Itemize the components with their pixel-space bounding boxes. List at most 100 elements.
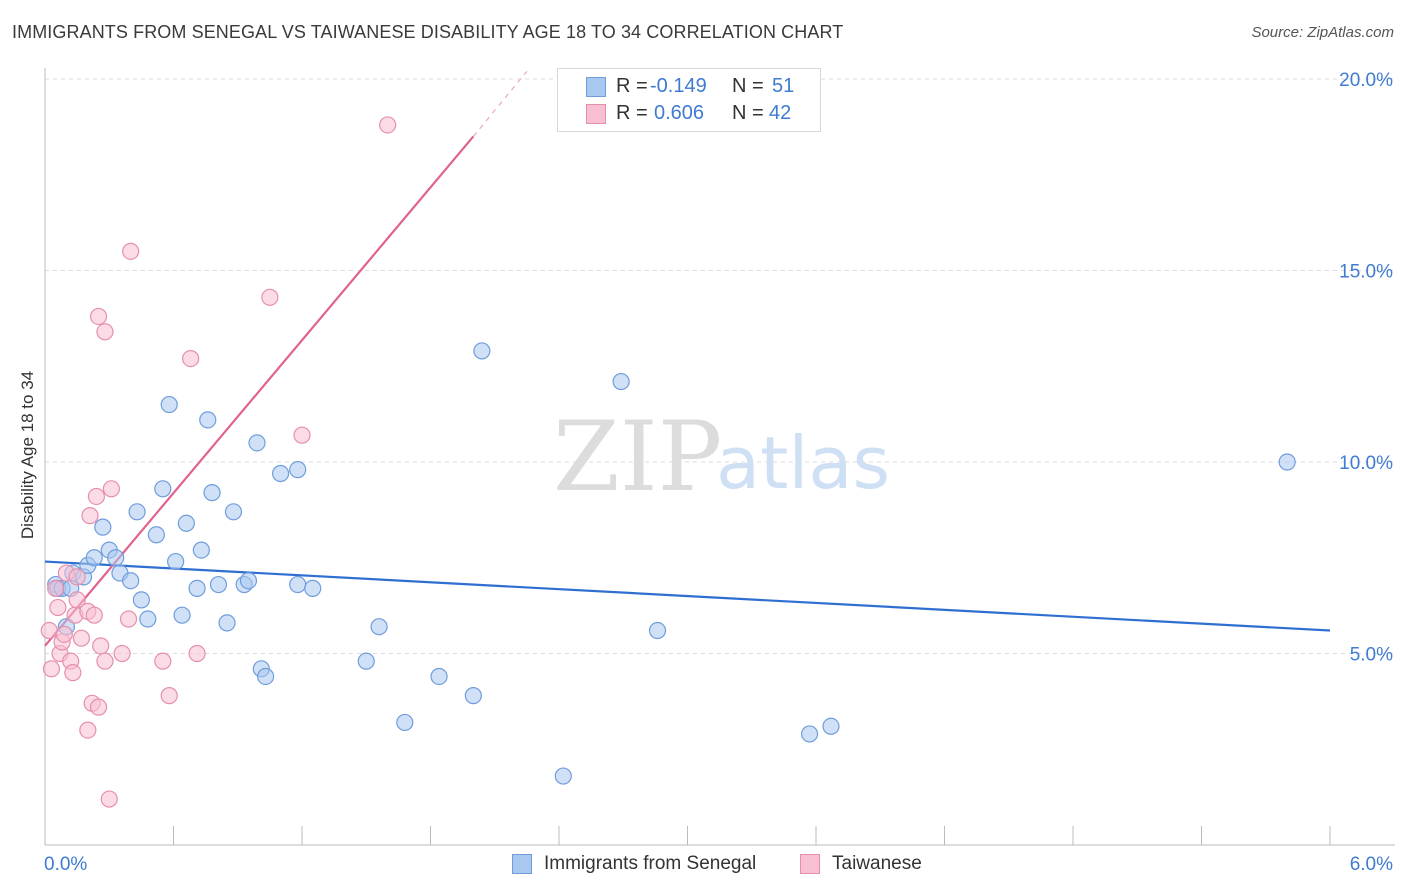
senegal-point (822, 717, 840, 735)
senegal-point (239, 572, 258, 590)
senegal-point (648, 621, 667, 640)
source-label: Source: ZipAtlas.com (1251, 24, 1394, 41)
taiwanese-point (40, 621, 58, 640)
senegal-point (271, 464, 290, 483)
taiwanese-point (85, 606, 103, 624)
legend-r-label: R = (616, 75, 648, 97)
y-tick-label: 20.0% (1339, 70, 1393, 91)
senegal-point (167, 552, 185, 571)
senegal-point (289, 575, 307, 594)
y-tick-label: 10.0% (1339, 453, 1393, 474)
watermark-zip: ZIP (553, 401, 722, 513)
senegal-point (173, 606, 191, 624)
senegal-point (177, 514, 195, 532)
taiwanese-point (87, 487, 106, 506)
senegal-trend-line (44, 560, 1331, 632)
bottom-legend-taiwanese: Taiwanese (800, 852, 922, 876)
senegal-point (473, 342, 491, 360)
chart-title: IMMIGRANTS FROM SENEGAL VS TAIWANESE DIS… (12, 22, 844, 42)
senegal-point (800, 725, 819, 743)
senegal-point (304, 579, 322, 597)
taiwanese-point (68, 568, 86, 586)
taiwanese-point (89, 698, 108, 716)
trend-lines (44, 70, 1331, 647)
senegal-point (357, 652, 375, 670)
taiwanese-point (47, 579, 65, 597)
taiwanese-point (122, 242, 140, 260)
bottom-legend-swatch-senegal (512, 854, 532, 874)
senegal-point (192, 541, 210, 559)
senegal-point (132, 591, 150, 609)
senegal-point (199, 411, 217, 429)
bottom-legend-senegal: Immigrants from Senegal (512, 852, 756, 876)
senegal-point (218, 614, 236, 632)
senegal-point (203, 484, 221, 502)
senegal-point (248, 434, 266, 452)
senegal-point (256, 667, 275, 686)
tick-labels: 5.0% 10.0% 15.0% 20.0% 0.0% 6.0% (44, 70, 1393, 875)
data-points (40, 116, 1296, 808)
senegal-point (1278, 453, 1296, 471)
senegal-point (122, 572, 140, 590)
senegal-point (188, 579, 206, 597)
senegal-point (107, 549, 125, 567)
senegal-point (154, 480, 172, 498)
taiwanese-point (113, 644, 131, 663)
y-tick-label: 5.0% (1350, 645, 1393, 666)
taiwanese-point (100, 790, 118, 808)
taiwanese-point (96, 323, 114, 341)
legend-r-label: R = (616, 102, 648, 124)
taiwanese-point (55, 625, 73, 643)
taiwanese-point (119, 610, 138, 628)
bottom-legend-label-taiwanese: Taiwanese (832, 853, 922, 874)
taiwanese-point (96, 652, 114, 670)
x-tick-label: 6.0% (1350, 854, 1393, 875)
bottom-legend-label-senegal: Immigrants from Senegal (544, 853, 757, 874)
taiwanese-point (182, 349, 200, 368)
taiwanese-point (102, 480, 120, 498)
legend-swatch-taiwanese (586, 104, 606, 124)
legend-n-label: N = (732, 102, 764, 124)
taiwanese-trend-line (44, 135, 475, 647)
senegal-point (209, 575, 228, 594)
taiwanese-point (261, 288, 279, 306)
axes (44, 68, 1395, 846)
taiwanese-point (154, 652, 172, 670)
senegal-point (396, 713, 414, 732)
senegal-point (289, 461, 307, 479)
legend-swatch-senegal (586, 77, 606, 97)
taiwanese-point (42, 660, 61, 678)
senegal-point (430, 667, 448, 686)
taiwanese-point (160, 687, 178, 705)
senegal-point (224, 503, 243, 521)
legend-n-label: N = (732, 75, 764, 97)
senegal-point (554, 767, 572, 785)
taiwanese-point (188, 644, 206, 663)
taiwanese-point (64, 664, 82, 682)
taiwanese-point (89, 307, 108, 326)
legend-n-value: 42 (769, 102, 792, 124)
taiwanese-point (92, 637, 110, 655)
bottom-legend-swatch-taiwanese (800, 854, 820, 874)
legend-r-value: -0.149 (650, 75, 707, 97)
taiwanese-point (379, 116, 397, 134)
senegal-point (128, 503, 146, 521)
senegal-point (85, 549, 103, 567)
senegal-point (147, 526, 165, 544)
senegal-point (370, 618, 388, 636)
grid-lines (45, 78, 1395, 654)
watermark-atlas: atlas (716, 421, 890, 505)
taiwanese-point (72, 629, 91, 647)
taiwanese-point (293, 426, 311, 444)
taiwanese-point (68, 591, 86, 609)
taiwanese-point (79, 721, 97, 739)
senegal-point (160, 395, 178, 414)
senegal-point (94, 518, 112, 536)
taiwanese-point (81, 507, 99, 525)
legend-r-value: 0.606 (654, 102, 705, 124)
correlation-legend: R = -0.149 N = 51 R = 0.606 N = 42 (557, 68, 821, 132)
legend-n-value: 51 (772, 75, 795, 97)
taiwanese-point (49, 598, 67, 617)
taiwanese-trend-extension (472, 70, 528, 137)
